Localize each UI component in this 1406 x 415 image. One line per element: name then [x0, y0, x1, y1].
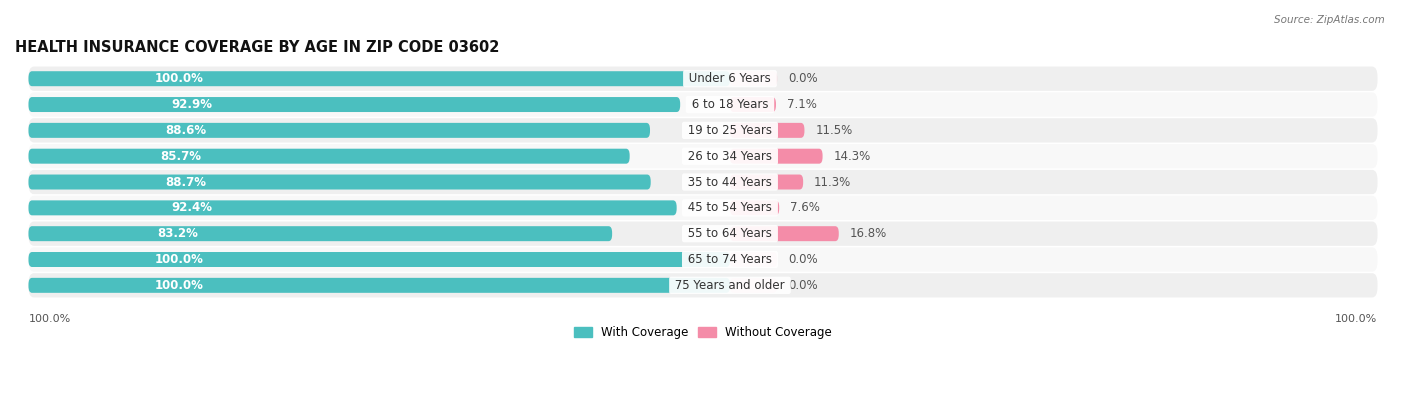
FancyBboxPatch shape — [730, 71, 778, 86]
FancyBboxPatch shape — [28, 123, 650, 138]
FancyBboxPatch shape — [730, 123, 804, 138]
FancyBboxPatch shape — [28, 200, 676, 215]
FancyBboxPatch shape — [730, 252, 778, 267]
FancyBboxPatch shape — [28, 226, 612, 241]
Text: 11.5%: 11.5% — [815, 124, 852, 137]
Text: 88.6%: 88.6% — [166, 124, 207, 137]
FancyBboxPatch shape — [28, 71, 730, 86]
Text: 7.1%: 7.1% — [787, 98, 817, 111]
FancyBboxPatch shape — [28, 196, 1378, 220]
FancyBboxPatch shape — [730, 175, 803, 190]
Text: 100.0%: 100.0% — [155, 279, 204, 292]
Legend: With Coverage, Without Coverage: With Coverage, Without Coverage — [569, 321, 837, 344]
Text: 19 to 25 Years: 19 to 25 Years — [685, 124, 776, 137]
FancyBboxPatch shape — [730, 278, 778, 293]
FancyBboxPatch shape — [28, 247, 1378, 272]
Text: HEALTH INSURANCE COVERAGE BY AGE IN ZIP CODE 03602: HEALTH INSURANCE COVERAGE BY AGE IN ZIP … — [15, 40, 499, 55]
FancyBboxPatch shape — [28, 222, 1378, 246]
Text: 35 to 44 Years: 35 to 44 Years — [685, 176, 776, 188]
FancyBboxPatch shape — [28, 66, 1378, 91]
FancyBboxPatch shape — [28, 170, 1378, 194]
Text: 65 to 74 Years: 65 to 74 Years — [685, 253, 776, 266]
Text: 100.0%: 100.0% — [155, 253, 204, 266]
FancyBboxPatch shape — [28, 97, 681, 112]
Text: 16.8%: 16.8% — [849, 227, 887, 240]
Text: 75 Years and older: 75 Years and older — [671, 279, 789, 292]
Text: 11.3%: 11.3% — [814, 176, 851, 188]
Text: 0.0%: 0.0% — [787, 279, 818, 292]
FancyBboxPatch shape — [730, 97, 776, 112]
Text: 45 to 54 Years: 45 to 54 Years — [685, 201, 776, 215]
FancyBboxPatch shape — [28, 278, 730, 293]
Text: 88.7%: 88.7% — [166, 176, 207, 188]
Text: 14.3%: 14.3% — [834, 150, 870, 163]
Text: Under 6 Years: Under 6 Years — [685, 72, 775, 85]
FancyBboxPatch shape — [28, 144, 1378, 168]
Text: 55 to 64 Years: 55 to 64 Years — [685, 227, 776, 240]
FancyBboxPatch shape — [28, 252, 730, 267]
FancyBboxPatch shape — [28, 175, 651, 190]
FancyBboxPatch shape — [28, 93, 1378, 117]
Text: 92.4%: 92.4% — [172, 201, 212, 215]
FancyBboxPatch shape — [730, 149, 823, 164]
FancyBboxPatch shape — [730, 226, 839, 241]
Text: 0.0%: 0.0% — [787, 72, 818, 85]
Text: 85.7%: 85.7% — [160, 150, 201, 163]
Text: 100.0%: 100.0% — [28, 314, 70, 324]
FancyBboxPatch shape — [730, 200, 779, 215]
Text: 92.9%: 92.9% — [172, 98, 212, 111]
Text: 7.6%: 7.6% — [790, 201, 820, 215]
Text: 100.0%: 100.0% — [155, 72, 204, 85]
FancyBboxPatch shape — [28, 273, 1378, 298]
FancyBboxPatch shape — [28, 149, 630, 164]
Text: Source: ZipAtlas.com: Source: ZipAtlas.com — [1274, 15, 1385, 24]
Text: 6 to 18 Years: 6 to 18 Years — [688, 98, 772, 111]
Text: 100.0%: 100.0% — [1336, 314, 1378, 324]
Text: 26 to 34 Years: 26 to 34 Years — [685, 150, 776, 163]
FancyBboxPatch shape — [28, 118, 1378, 142]
Text: 83.2%: 83.2% — [157, 227, 198, 240]
Text: 0.0%: 0.0% — [787, 253, 818, 266]
